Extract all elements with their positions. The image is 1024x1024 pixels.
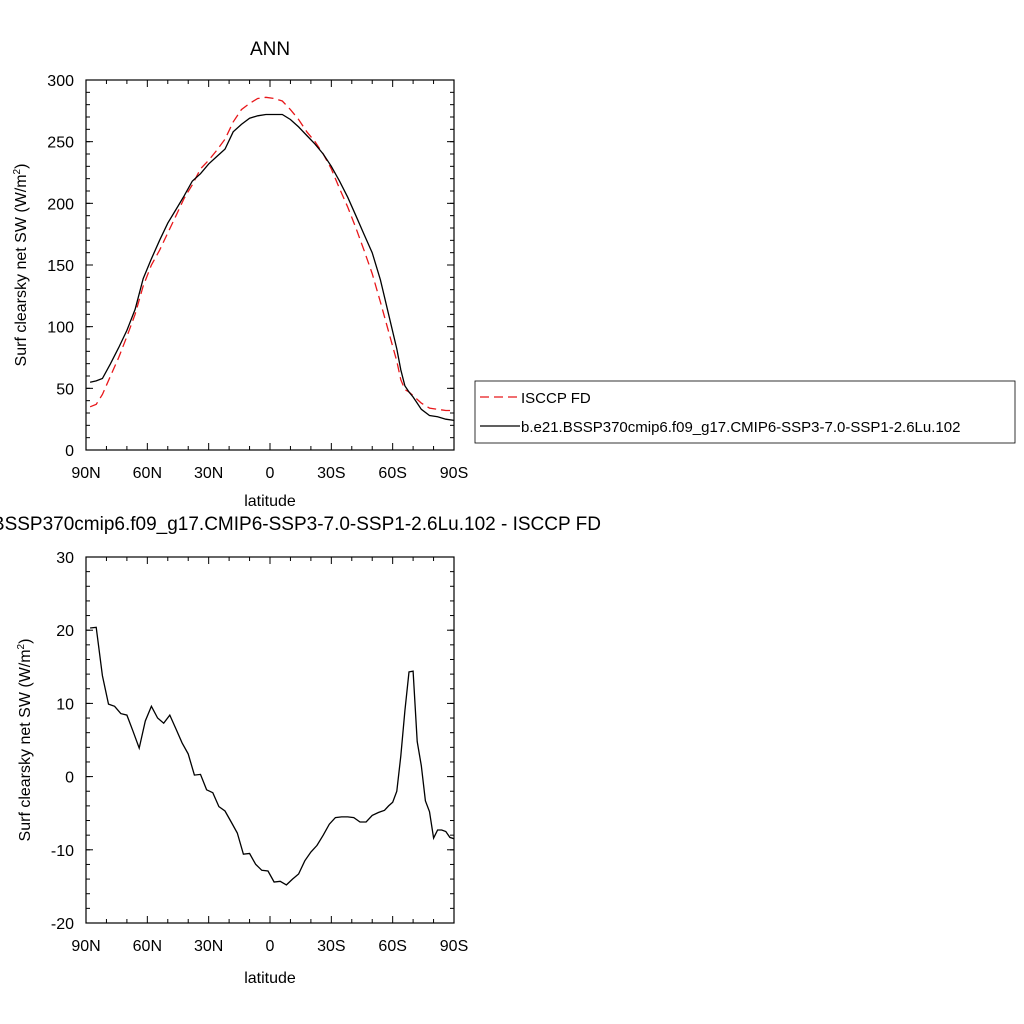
x-tick-label: 30S (317, 938, 345, 955)
y-tick-label: 0 (65, 443, 74, 460)
y-tick-label: -10 (51, 843, 74, 860)
top-chart-title: ANN (250, 39, 290, 60)
x-tick-label: 30N (194, 938, 223, 955)
y-tick-label: 10 (56, 696, 74, 713)
top-panel: ANN 90N 60N 30N 0 30S 60S 90S 0 50 100 150 200 250 30… (12, 39, 468, 510)
legend-label-model: b.e21.BSSP370cmip6.f09_g17.CMIP6-SSP3-7.… (521, 419, 960, 436)
y-tick-label: 250 (47, 135, 74, 152)
top-plot-frame (85, 79, 455, 451)
x-tick-label: 30N (194, 465, 223, 482)
y-tick-label: 200 (47, 196, 74, 213)
difference-line (90, 626, 455, 886)
y-tick-label: -20 (51, 916, 74, 933)
bottom-tick-marks (85, 556, 455, 924)
top-series-lines (89, 96, 455, 422)
bottom-tick-labels: 90N 60N 30N 0 30S 60S 90S -20 -10 0 10 20 30 (51, 550, 468, 955)
top-tick-labels: 90N 60N 30N 0 30S 60S 90S 0 50 100 150 200 250 300 (47, 73, 468, 482)
x-tick-label: 90S (440, 938, 468, 955)
x-tick-label: 60S (378, 465, 406, 482)
bottom-chart-title: b.e21.BSSP370cmip6.f09_g17.CMIP6-SSP3-7.… (0, 514, 601, 535)
y-tick-label: 150 (47, 258, 74, 275)
top-tick-marks (85, 79, 455, 451)
bottom-x-axis-label: latitude (244, 970, 296, 987)
y-tick-label: 100 (47, 320, 74, 337)
top-x-axis-label: latitude (244, 493, 296, 510)
y-tick-label: 300 (47, 73, 74, 90)
x-tick-label: 90S (440, 465, 468, 482)
x-tick-label: 90N (71, 938, 100, 955)
x-tick-label: 30S (317, 465, 345, 482)
x-tick-label: 60N (133, 938, 162, 955)
legend-box (474, 380, 1016, 444)
y-tick-label: 0 (65, 770, 74, 787)
y-tick-label: 30 (56, 550, 74, 567)
isccp-fd-line (89, 96, 454, 412)
bottom-panel: b.e21.BSSP370cmip6.f09_g17.CMIP6-SSP3-7.… (0, 514, 601, 987)
x-tick-label: 0 (266, 938, 275, 955)
legend-label-isccp: ISCCP FD (521, 390, 591, 407)
x-tick-label: 60N (133, 465, 162, 482)
top-y-axis-label: Surf clearsky net SW (W/m2) (12, 164, 30, 367)
model-line (89, 113, 455, 422)
x-tick-label: 90N (71, 465, 100, 482)
x-tick-label: 0 (266, 465, 275, 482)
bottom-series-lines (90, 626, 455, 886)
y-tick-label: 20 (56, 623, 74, 640)
x-tick-label: 60S (378, 938, 406, 955)
bottom-y-axis-label: Surf clearsky net SW (W/m2) (16, 639, 34, 842)
legend: ISCCP FD b.e21.BSSP370cmip6.f09_g17.CMIP… (474, 380, 1016, 444)
y-tick-label: 50 (56, 381, 74, 398)
